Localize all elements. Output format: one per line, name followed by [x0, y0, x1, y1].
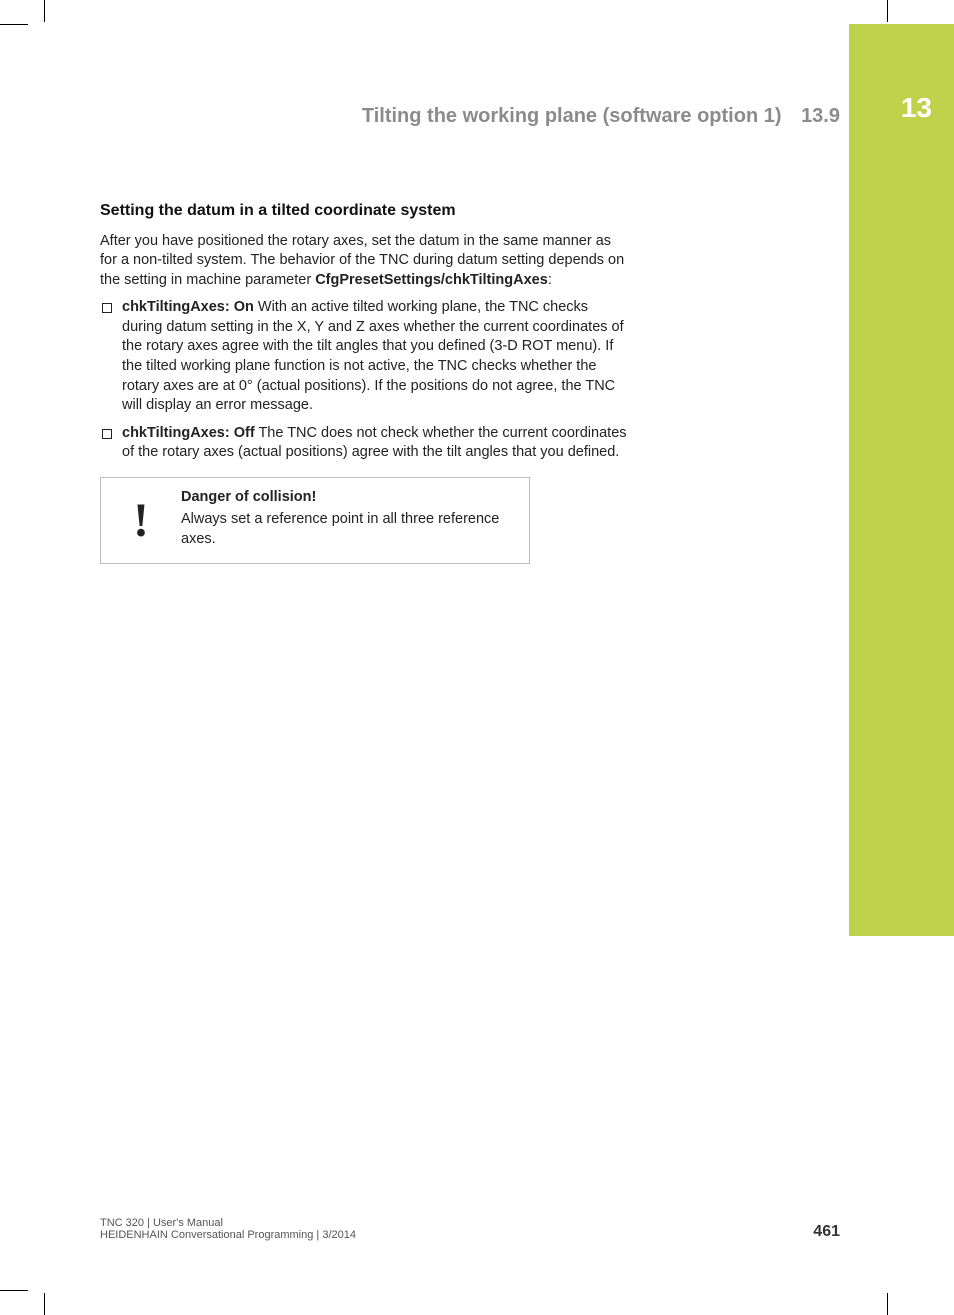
crop-mark [887, 0, 888, 22]
list-item: chkTiltingAxes: Off The TNC does not che… [100, 424, 630, 463]
warning-body: Always set a reference point in all thre… [181, 510, 515, 549]
footer-text: TNC 320 | User's Manual HEIDENHAIN Conve… [100, 1217, 356, 1241]
subsection-heading: Setting the datum in a tilted coordinate… [100, 200, 630, 222]
intro-after: : [548, 272, 552, 288]
exclamation-icon: ! [133, 497, 149, 545]
crop-mark [0, 1290, 28, 1291]
content-area: Setting the datum in a tilted coordinate… [100, 200, 630, 564]
page-number: 461 [813, 1223, 840, 1241]
intro-param-name: CfgPresetSettings/chkTiltingAxes [315, 272, 548, 288]
crop-mark [44, 0, 45, 22]
bullet-list: chkTiltingAxes: On With an active tilted… [100, 298, 630, 463]
page-footer: TNC 320 | User's Manual HEIDENHAIN Conve… [100, 1217, 840, 1241]
page: 13 Tilting the working plane (software o… [0, 0, 954, 1315]
warning-icon-cell: ! [101, 478, 181, 564]
warning-box: ! Danger of collision! Always set a refe… [100, 477, 530, 565]
crop-mark [0, 24, 28, 25]
section-title: Tilting the working plane (software opti… [362, 105, 782, 127]
chapter-tab: 13 [849, 24, 954, 936]
crop-mark [44, 1293, 45, 1315]
section-number: 13.9 [801, 105, 840, 127]
section-header: Tilting the working plane (software opti… [100, 105, 840, 128]
crop-mark [887, 1293, 888, 1315]
list-item-lead: chkTiltingAxes: On [122, 299, 254, 315]
footer-line1: TNC 320 | User's Manual [100, 1217, 356, 1229]
chapter-number: 13 [901, 92, 932, 124]
footer-line2: HEIDENHAIN Conversational Programming | … [100, 1229, 356, 1241]
intro-paragraph: After you have positioned the rotary axe… [100, 232, 630, 291]
warning-title: Danger of collision! [181, 488, 515, 508]
warning-text: Danger of collision! Always set a refere… [181, 478, 529, 564]
list-item-body: With an active tilted working plane, the… [122, 299, 624, 413]
list-item: chkTiltingAxes: On With an active tilted… [100, 298, 630, 415]
list-item-lead: chkTiltingAxes: Off [122, 425, 255, 441]
